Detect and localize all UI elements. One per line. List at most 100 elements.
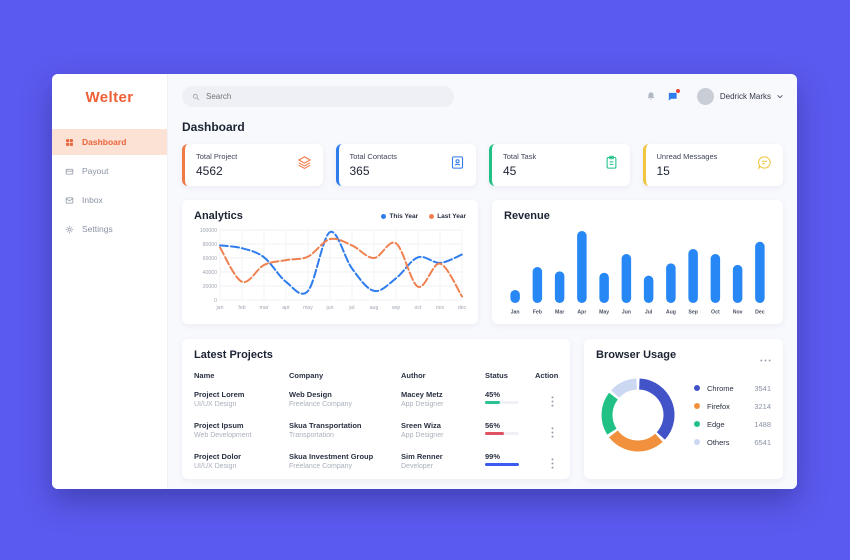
revenue-title: Revenue (504, 210, 550, 222)
legend-row-others: Others 6541 (694, 438, 771, 447)
svg-text:Mar: Mar (555, 310, 564, 316)
sidebar-item-dashboard[interactable]: Dashboard (52, 129, 167, 155)
message-icon (757, 155, 772, 175)
legend-value: 6541 (754, 437, 771, 447)
svg-text:jul: jul (348, 305, 354, 311)
legend-dot (694, 421, 700, 427)
row-actions-icon[interactable] (535, 421, 558, 443)
stat-value: 365 (349, 164, 370, 178)
stat-value: 15 (656, 164, 670, 178)
svg-text:aug: aug (370, 305, 379, 311)
progress-bar (485, 400, 519, 404)
progress-bar (485, 431, 519, 435)
legend-dot (694, 439, 700, 445)
legend-dot (381, 213, 387, 219)
svg-text:Feb: Feb (533, 310, 542, 316)
legend-row-chrome: Chrome 3541 (694, 384, 771, 393)
svg-text:Apr: Apr (577, 310, 586, 316)
table-row: Project Ipsum Web Development Skua Transp… (194, 416, 558, 447)
svg-text:100000: 100000 (200, 228, 217, 234)
svg-text:oct: oct (415, 305, 422, 311)
search-bar[interactable] (182, 86, 454, 107)
status-percent: 45% (485, 389, 501, 399)
svg-text:Jul: Jul (645, 310, 653, 316)
contacts-icon (450, 155, 465, 175)
svg-text:mar: mar (260, 305, 269, 311)
dashboard-window: Welter Dashboard Payout (52, 74, 797, 489)
table-row: Project Lorem UI/UX Design Web Design Free… (194, 385, 558, 416)
svg-text:sep: sep (392, 305, 400, 311)
svg-text:apr: apr (282, 305, 290, 311)
svg-text:Sep: Sep (688, 310, 698, 316)
svg-text:jan: jan (216, 305, 224, 311)
sidebar-item-label: Payout (82, 166, 109, 176)
search-input[interactable] (206, 92, 444, 101)
bell-icon[interactable] (646, 91, 656, 102)
svg-text:60000: 60000 (203, 256, 218, 262)
svg-text:may: may (303, 305, 313, 311)
svg-text:Aug: Aug (666, 310, 676, 316)
status-percent: 56% (485, 420, 501, 430)
main-content: Dedrick Marks Dashboard Total Project 45… (168, 74, 797, 489)
stat-label: Total Project (196, 152, 238, 161)
analytics-title: Analytics (194, 210, 243, 222)
sidebar-item-settings[interactable]: Settings (52, 216, 167, 242)
clipboard-icon (604, 155, 619, 175)
user-menu[interactable]: Dedrick Marks (696, 88, 783, 105)
svg-text:Oct: Oct (711, 310, 720, 316)
browser-usage-donut-chart (601, 378, 675, 452)
app-logo: Welter (85, 89, 134, 106)
stat-label: Unread Messages (656, 152, 718, 161)
inbox-icon (65, 196, 74, 205)
legend-dot (694, 385, 700, 391)
svg-text:0: 0 (214, 298, 217, 304)
legend-dot (429, 213, 435, 219)
sidebar-item-inbox[interactable]: Inbox (52, 187, 167, 213)
latest-projects-panel: Latest Projects Name Company Author Stat… (182, 339, 570, 479)
legend-row-edge: Edge 1488 (694, 420, 771, 429)
status-percent: 99% (485, 451, 501, 461)
stat-value: 4562 (196, 164, 223, 178)
svg-text:40000: 40000 (203, 270, 218, 276)
charts-row: Analytics This Year Last Year (182, 200, 783, 324)
analytics-legend: This Year Last Year (381, 213, 466, 220)
stat-label: Total Task (503, 152, 537, 161)
more-menu-icon[interactable] (760, 349, 771, 367)
projects-table: Name Company Author Status Action Projec… (194, 368, 558, 478)
search-icon (192, 93, 200, 101)
row-actions-icon[interactable] (535, 390, 558, 412)
stat-card-total-task: Total Task 45 (489, 144, 630, 186)
stat-card-total-project: Total Project 4562 (182, 144, 323, 186)
progress-bar (485, 462, 519, 466)
row-actions-icon[interactable] (535, 452, 558, 474)
stats-row: Total Project 4562 Total Contacts 365 (182, 144, 783, 186)
legend-value: 1488 (754, 419, 771, 429)
gear-icon (65, 225, 74, 234)
analytics-panel: Analytics This Year Last Year (182, 200, 478, 324)
sidebar-item-label: Settings (82, 224, 113, 234)
sidebar-item-label: Inbox (82, 195, 103, 205)
stat-card-unread-messages: Unread Messages 15 (642, 144, 783, 186)
messages-icon[interactable] (667, 89, 680, 102)
svg-text:Jan: Jan (511, 310, 520, 316)
stat-value: 45 (503, 164, 517, 178)
sidebar: Welter Dashboard Payout (52, 74, 168, 489)
legend-this-year[interactable]: This Year (381, 213, 418, 220)
stat-card-total-contacts: Total Contacts 365 (335, 144, 476, 186)
table-row: Project Dolor UI/UX Design Skua Investmen… (194, 447, 558, 478)
analytics-line-chart: 0 20000 40000 60000 80000 100000 jan feb mar apr m… (200, 228, 467, 311)
bottom-row: Latest Projects Name Company Author Stat… (182, 339, 783, 479)
legend-row-firefox: Firefox 3214 (694, 402, 771, 411)
svg-text:May: May (599, 310, 609, 316)
page-title: Dashboard (182, 120, 245, 134)
legend-last-year[interactable]: Last Year (429, 213, 466, 220)
svg-text:nov: nov (436, 305, 445, 311)
svg-text:20000: 20000 (203, 284, 218, 290)
layers-icon (297, 155, 312, 175)
sidebar-item-payout[interactable]: Payout (52, 158, 167, 184)
svg-text:dec: dec (458, 305, 466, 311)
sidebar-item-label: Dashboard (82, 137, 127, 147)
browser-usage-panel: Browser Usage Chrome 3541 (584, 339, 783, 479)
grid-icon (65, 138, 74, 147)
